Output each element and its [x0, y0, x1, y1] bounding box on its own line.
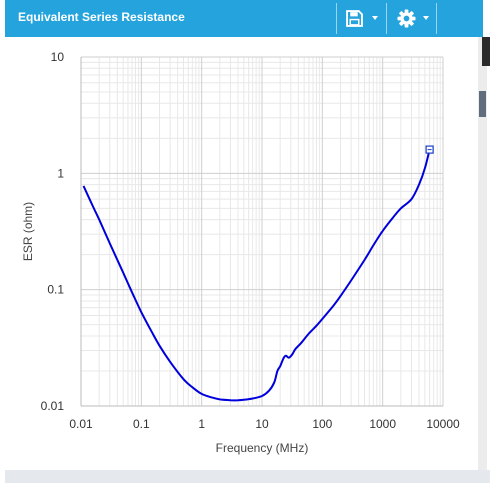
esr-series-line: [82, 149, 431, 402]
series-group: [82, 145, 434, 402]
y-tick-label: 1: [57, 166, 64, 180]
x-tick-label: 1000: [369, 417, 396, 431]
plot-frame: [80, 57, 443, 407]
x-tick-label: 0.1: [133, 417, 150, 431]
vertical-scrollbar[interactable]: [478, 37, 487, 470]
window-header: Equivalent Series Resistance: [5, 0, 483, 37]
y-tick-label: 0.1: [47, 283, 64, 297]
toolbar-divider: [436, 3, 437, 34]
scrollbar-top-cap: [482, 37, 490, 66]
y-tick-labels: 10 1 0.1 0.01: [41, 50, 65, 413]
chevron-down-icon: [372, 16, 378, 20]
x-tick-labels: 0.01 0.1 1 10 100 1000 10000: [69, 417, 460, 431]
x-tick-label: 1: [198, 417, 205, 431]
toolbar-divider: [386, 3, 387, 34]
scrollbar-thumb[interactable]: [479, 91, 486, 117]
window-title: Equivalent Series Resistance: [18, 10, 185, 24]
save-menu-button[interactable]: [341, 3, 383, 34]
x-tick-label: 10: [255, 417, 269, 431]
x-tick-label: 0.01: [69, 417, 93, 431]
horizontal-scrollbar[interactable]: [5, 470, 490, 483]
y-tick-label: 0.01: [41, 399, 65, 413]
x-tick-label: 10000: [426, 417, 460, 431]
x-axis-label: Frequency (MHz): [216, 441, 309, 455]
gear-icon: [397, 9, 416, 28]
chevron-down-icon: [423, 16, 429, 20]
settings-menu-button[interactable]: [391, 3, 435, 34]
chart-panel: [5, 37, 478, 470]
x-tick-label: 100: [312, 417, 332, 431]
y-axis-label: ESR (ohm): [21, 202, 35, 261]
save-icon: [346, 10, 363, 27]
y-tick-label: 10: [51, 50, 65, 64]
toolbar-divider: [336, 3, 337, 34]
